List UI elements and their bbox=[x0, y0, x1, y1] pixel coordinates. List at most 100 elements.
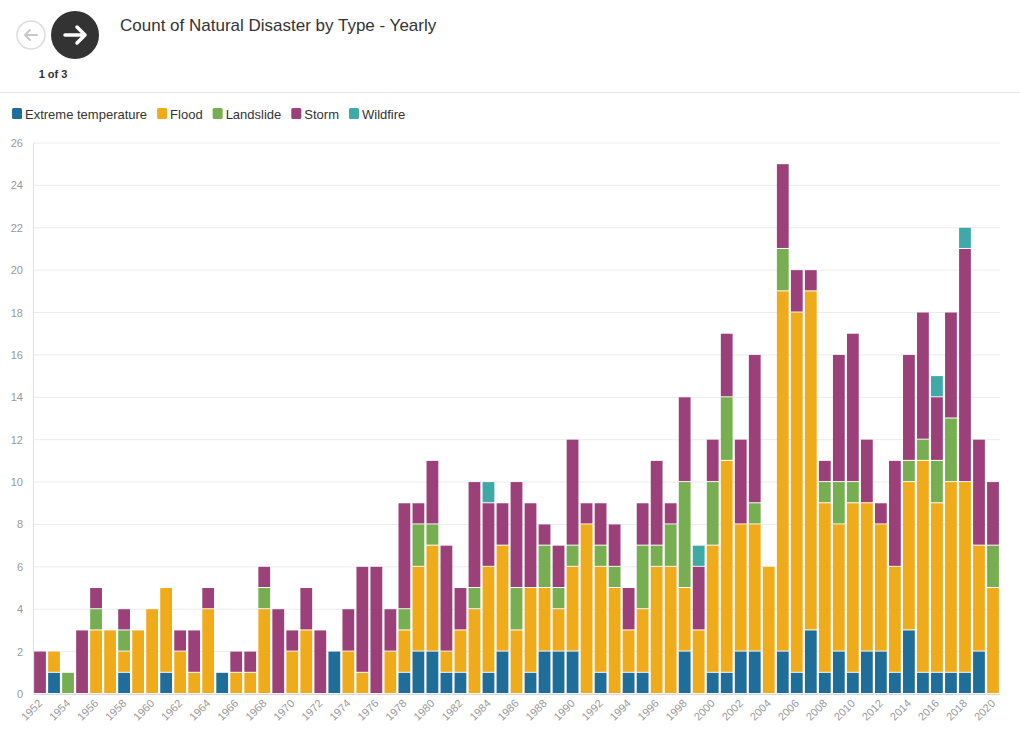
bar-segment bbox=[370, 694, 382, 695]
bar-segment bbox=[539, 524, 551, 544]
bar-segment bbox=[300, 630, 312, 693]
bar-segment bbox=[931, 376, 943, 396]
bar-segment bbox=[34, 694, 46, 695]
bar-segment bbox=[314, 630, 326, 693]
bar-segment bbox=[553, 652, 565, 693]
bar-segment bbox=[398, 630, 410, 671]
bar-segment bbox=[455, 588, 467, 629]
bar-segment bbox=[833, 524, 845, 650]
bar-segment bbox=[188, 694, 200, 695]
bar-segment bbox=[665, 503, 677, 504]
bar-segment bbox=[609, 524, 621, 525]
bar-segment bbox=[356, 672, 368, 673]
bar-segment bbox=[665, 524, 677, 565]
bar-segment bbox=[539, 524, 551, 525]
x-tick-label: 1984 bbox=[467, 697, 493, 723]
bar-segment bbox=[441, 652, 453, 672]
bar-segment bbox=[300, 630, 312, 631]
x-tick-label: 2000 bbox=[691, 697, 717, 723]
bar-segment bbox=[104, 630, 116, 631]
y-tick-label: 0 bbox=[17, 688, 23, 700]
bar-segment bbox=[230, 652, 242, 672]
bar-segment bbox=[76, 694, 88, 695]
x-tick-label: 2010 bbox=[831, 697, 857, 723]
bar-segment bbox=[356, 567, 368, 672]
bar-segment bbox=[805, 630, 817, 693]
bar-segment bbox=[931, 673, 943, 693]
y-tick-label: 6 bbox=[17, 561, 23, 573]
bar-segment bbox=[342, 609, 354, 650]
bar-segment bbox=[174, 652, 186, 693]
bar-segment bbox=[959, 249, 971, 481]
bar-segment bbox=[90, 694, 102, 695]
bar-segment bbox=[314, 694, 326, 695]
x-tick-label: 1976 bbox=[355, 697, 381, 723]
bar-segment bbox=[427, 460, 439, 461]
y-tick-label: 26 bbox=[11, 137, 23, 149]
bar-segment bbox=[328, 651, 340, 652]
bar-segment bbox=[427, 524, 439, 544]
bar-segment bbox=[272, 694, 284, 695]
bar-segment bbox=[581, 524, 593, 525]
bar-segment bbox=[763, 566, 775, 567]
bar-segment bbox=[721, 333, 733, 334]
legend-label: Extreme temperature bbox=[25, 107, 147, 122]
bar-segment bbox=[146, 609, 158, 610]
bar-segment bbox=[34, 694, 46, 695]
bar-segment bbox=[749, 503, 761, 523]
bar-segment bbox=[945, 482, 957, 672]
bar-segment bbox=[160, 673, 172, 693]
x-tick-label: 2016 bbox=[916, 697, 942, 723]
x-tick-label: 1990 bbox=[551, 697, 577, 723]
bar-segment bbox=[384, 609, 396, 610]
bar-segment bbox=[861, 440, 873, 503]
bar-segment bbox=[525, 503, 537, 587]
x-tick-label: 2018 bbox=[944, 697, 970, 723]
bar-segment bbox=[763, 567, 775, 693]
bar-segment bbox=[581, 694, 593, 695]
bar-segment bbox=[497, 546, 509, 651]
bar-segment bbox=[595, 503, 607, 504]
bar-segment bbox=[202, 588, 214, 608]
bar-segment bbox=[623, 630, 635, 631]
bar-segment bbox=[132, 630, 144, 631]
bar-segment bbox=[679, 397, 691, 481]
bar-segment bbox=[398, 609, 410, 629]
bar-segment bbox=[693, 694, 705, 695]
bar-segment bbox=[511, 694, 523, 695]
bar-segment bbox=[637, 673, 649, 693]
bar-segment bbox=[861, 503, 873, 504]
bar-segment bbox=[553, 546, 565, 587]
bar-segment bbox=[623, 673, 635, 693]
bar-segment bbox=[539, 546, 551, 587]
bar-segment bbox=[875, 652, 887, 693]
legend-swatch bbox=[213, 108, 223, 119]
bar-segment bbox=[244, 673, 256, 693]
x-tick-label: 1980 bbox=[411, 697, 437, 723]
bar-segment bbox=[889, 567, 901, 672]
bar-segment bbox=[777, 249, 789, 290]
bar-segment bbox=[693, 567, 705, 630]
bar-segment bbox=[104, 630, 116, 631]
bar-segment bbox=[651, 567, 663, 693]
bar-segment bbox=[398, 503, 410, 504]
grid-line bbox=[33, 185, 1000, 186]
bar-segment bbox=[202, 694, 214, 695]
bar-segment bbox=[567, 546, 579, 566]
bar-segment bbox=[441, 545, 453, 546]
next-button[interactable] bbox=[51, 11, 99, 59]
chart-title: Count of Natural Disaster by Type - Year… bbox=[120, 16, 437, 35]
bar-segment bbox=[623, 588, 635, 589]
prev-button[interactable] bbox=[17, 21, 45, 49]
bar-segment bbox=[413, 652, 425, 693]
bar-segment bbox=[945, 312, 957, 313]
bar-segment bbox=[525, 503, 537, 504]
bar-segment bbox=[118, 609, 130, 610]
x-tick-label: 1978 bbox=[383, 697, 409, 723]
legend-label: Landslide bbox=[226, 107, 282, 122]
bar-segment bbox=[861, 652, 873, 693]
bar-segment bbox=[497, 503, 509, 544]
bar-segment bbox=[707, 673, 719, 693]
bar-segment bbox=[286, 630, 298, 631]
bar-segment bbox=[62, 694, 74, 695]
